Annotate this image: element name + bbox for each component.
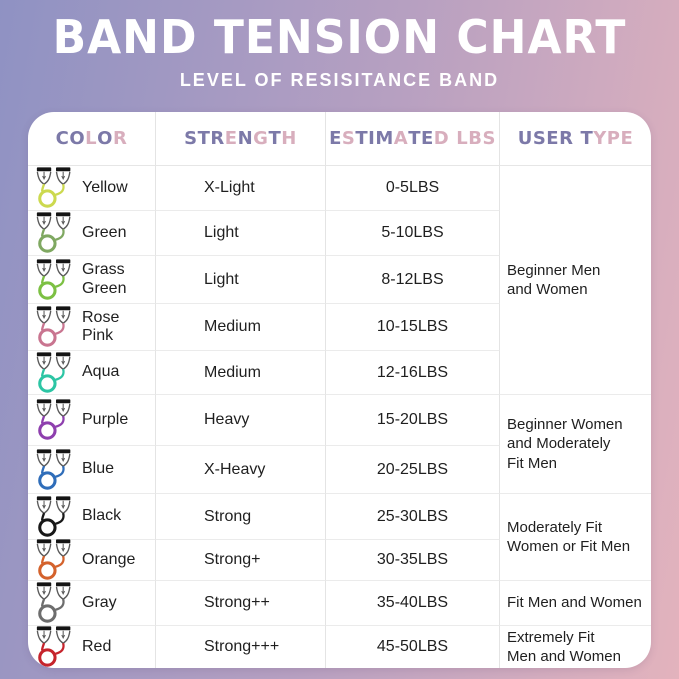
- user-type-cell: Fit Men and Women: [500, 581, 651, 626]
- user-type-cell: Beginner Women and Moderately Fit Men: [500, 395, 651, 494]
- color-name-label: Gray: [82, 593, 117, 611]
- page-title: BAND TENSION CHART: [52, 10, 627, 65]
- band-color-cell: Aqua: [28, 351, 156, 395]
- strength-cell: Strong+: [156, 540, 326, 581]
- resistance-band-icon: [36, 306, 71, 347]
- color-name-label: Blue: [82, 460, 115, 478]
- strength-label: Medium: [204, 363, 261, 381]
- user-type-cell: Beginner Men and Women: [500, 166, 651, 395]
- strength-cell: Strong++: [156, 581, 326, 626]
- strength-label: Strong+++: [204, 638, 280, 655]
- band-color-cell: Gray: [28, 581, 156, 626]
- resistance-band-icon: [36, 399, 71, 440]
- lbs-label: 8-12LBS: [381, 270, 444, 288]
- strength-label: Strong+: [204, 551, 261, 568]
- lbs-label: 25-30LBS: [376, 507, 449, 525]
- user-type-label: Moderately Fit Women or Fit Men: [507, 518, 631, 556]
- band-color-cell: Red: [28, 626, 156, 668]
- lbs-cell: 20-25LBS: [326, 446, 500, 494]
- lbs-label: 30-35LBS: [376, 551, 449, 568]
- lbs-cell: 15-20LBS: [326, 395, 500, 446]
- user-type-cell: Moderately Fit Women or Fit Men: [500, 494, 651, 581]
- color-name-label: Rose Pink: [82, 308, 120, 344]
- lbs-label: 15-20LBS: [376, 411, 449, 428]
- strength-label: X-Heavy: [204, 460, 266, 478]
- strength-cell: Strong: [156, 494, 326, 540]
- resistance-band-icon: [36, 495, 71, 537]
- strength-cell: Strong+++: [156, 626, 326, 668]
- lbs-label: 10-15LBS: [376, 318, 449, 335]
- lbs-cell: 5-10LBS: [326, 211, 500, 256]
- color-name-label: Aqua: [82, 363, 120, 381]
- strength-label: Light: [204, 270, 239, 288]
- strength-cell: Heavy: [156, 395, 326, 446]
- user-type-label: Fit Men and Women: [507, 594, 642, 612]
- lbs-cell: 25-30LBS: [326, 494, 500, 540]
- page-subtitle: LEVEL OF RESISITANCE BAND: [179, 70, 500, 90]
- lbs-cell: 30-35LBS: [326, 540, 500, 581]
- lbs-label: 35-40LBS: [376, 594, 449, 611]
- resistance-band-icon: [36, 167, 71, 208]
- lbs-cell: 45-50LBS: [326, 626, 500, 668]
- band-color-cell: Grass Green: [28, 256, 156, 304]
- lbs-label: 0-5LBS: [385, 179, 440, 196]
- strength-cell: X-Heavy: [156, 446, 326, 494]
- strength-label: Medium: [204, 318, 261, 335]
- resistance-band-icon: [36, 258, 71, 300]
- strength-label: Strong: [204, 507, 252, 525]
- strength-label: Light: [204, 224, 239, 241]
- strength-cell: Medium: [156, 351, 326, 395]
- lbs-label: 5-10LBS: [381, 224, 444, 241]
- color-name-label: Purple: [82, 410, 129, 428]
- band-color-cell: Green: [28, 211, 156, 256]
- lbs-label: 20-25LBS: [376, 460, 449, 478]
- color-name-label: Grass Green: [82, 261, 127, 297]
- color-name-label: Orange: [82, 550, 136, 568]
- band-color-cell: Purple: [28, 395, 156, 446]
- resistance-band-icon: [36, 212, 71, 253]
- resistance-band-icon: [36, 582, 71, 623]
- resistance-band-icon: [36, 448, 71, 490]
- lbs-cell: 0-5LBS: [326, 166, 500, 211]
- user-type-label: Extremely Fit Men and Women: [507, 628, 621, 666]
- resistance-band-icon: [36, 626, 71, 667]
- band-color-cell: Black: [28, 494, 156, 540]
- strength-cell: Light: [156, 211, 326, 256]
- lbs-cell: 12-16LBS: [326, 351, 500, 395]
- strength-label: Heavy: [204, 411, 250, 428]
- lbs-cell: 8-12LBS: [326, 256, 500, 304]
- resistance-band-icon: [36, 351, 71, 393]
- band-color-cell: Rose Pink: [28, 304, 156, 351]
- strength-cell: Medium: [156, 304, 326, 351]
- user-type-cell: Extremely Fit Men and Women: [500, 626, 651, 668]
- lbs-cell: 35-40LBS: [326, 581, 500, 626]
- strength-label: X-Light: [204, 179, 255, 196]
- color-name-label: Green: [82, 223, 127, 241]
- lbs-label: 12-16LBS: [376, 363, 449, 381]
- strength-cell: X-Light: [156, 166, 326, 211]
- band-color-cell: Blue: [28, 446, 156, 494]
- band-color-cell: Orange: [28, 539, 156, 581]
- strength-label: Strong++: [204, 594, 270, 611]
- lbs-label: 45-50LBS: [376, 638, 449, 655]
- color-name-label: Yellow: [82, 178, 128, 196]
- color-name-label: Black: [82, 507, 122, 525]
- strength-cell: Light: [156, 256, 326, 304]
- lbs-cell: 10-15LBS: [326, 304, 500, 351]
- resistance-band-icon: [36, 539, 71, 580]
- band-color-cell: Yellow: [28, 166, 156, 211]
- color-name-label: Red: [82, 637, 112, 655]
- user-type-label: Beginner Women and Moderately Fit Men: [507, 415, 623, 472]
- user-type-label: Beginner Men and Women: [507, 261, 601, 299]
